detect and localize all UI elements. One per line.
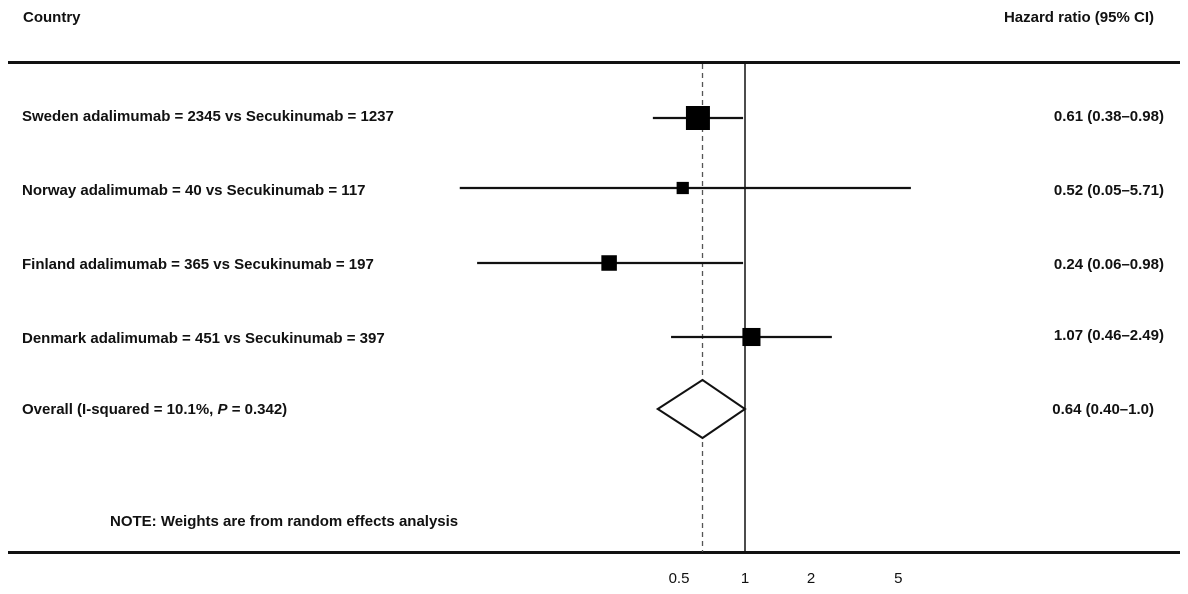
- x-tick-label: 2: [807, 570, 815, 587]
- row-hr-denmark: 1.07 (0.46–2.49): [1053, 327, 1164, 344]
- overall-label-prefix: Overall (I-squared = 10.1%,: [22, 401, 218, 418]
- country-column-header: Country: [23, 9, 81, 26]
- overall-diamond: [655, 378, 747, 440]
- row-hr-norway: 0.52 (0.05–5.71): [1053, 182, 1164, 199]
- overall-label-suffix: = 0.342): [227, 401, 288, 418]
- overall-label-p: P: [217, 401, 228, 418]
- row-hr-sweden: 0.61 (0.38–0.98): [1053, 108, 1164, 125]
- row-label-denmark: Denmark adalimumab = 451 vs Secukinumab …: [22, 330, 385, 347]
- top-rule: [8, 61, 1180, 64]
- x-tick-label: 1: [741, 570, 749, 587]
- row-label-norway: Norway adalimumab = 40 vs Secukinumab = …: [22, 182, 366, 199]
- point-estimate-sweden: [685, 106, 710, 130]
- hazard-ratio-column-header: Hazard ratio (95% CI): [1003, 9, 1154, 26]
- point-estimate-denmark: [742, 327, 761, 347]
- point-estimate-finland: [601, 255, 617, 271]
- x-tick-label: 0.5: [669, 570, 690, 587]
- row-label-finland: Finland adalimumab = 365 vs Secukinumab …: [22, 256, 374, 273]
- row-hr-overall: 0.64 (0.40–1.0): [1052, 401, 1154, 418]
- bottom-rule: [8, 551, 1180, 554]
- weights-note: NOTE: Weights are from random effects an…: [110, 513, 459, 530]
- row-label-sweden: Sweden adalimumab = 2345 vs Secukinumab …: [22, 108, 394, 125]
- x-tick-label: 5: [894, 570, 902, 587]
- row-hr-finland: 0.24 (0.06–0.98): [1053, 256, 1164, 273]
- point-estimate-norway: [676, 181, 689, 195]
- row-label-overall: Overall (I-squared = 10.1%, P = 0.342): [22, 401, 287, 418]
